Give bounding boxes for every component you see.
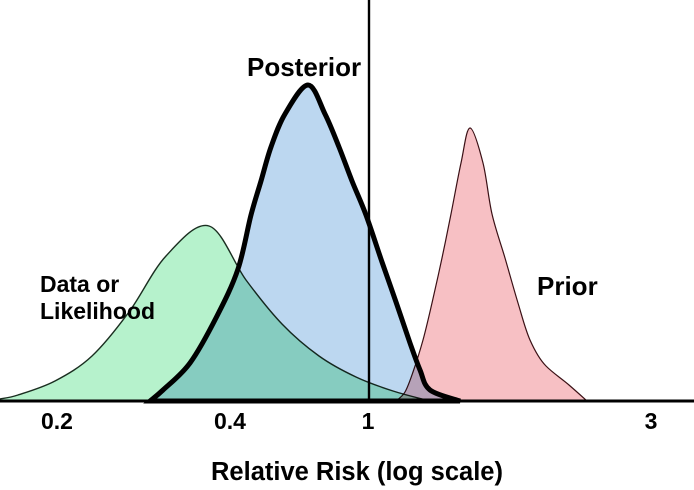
- svg-text:Likelihood: Likelihood: [40, 298, 155, 324]
- svg-text:0.4: 0.4: [214, 408, 246, 434]
- svg-text:Relative Risk (log scale): Relative Risk (log scale): [211, 458, 503, 486]
- svg-text:Data or: Data or: [40, 271, 119, 297]
- svg-text:3: 3: [645, 408, 658, 434]
- svg-text:Posterior: Posterior: [247, 52, 361, 82]
- svg-text:Prior: Prior: [537, 271, 598, 301]
- svg-text:0.2: 0.2: [41, 408, 73, 434]
- svg-text:1: 1: [362, 408, 375, 434]
